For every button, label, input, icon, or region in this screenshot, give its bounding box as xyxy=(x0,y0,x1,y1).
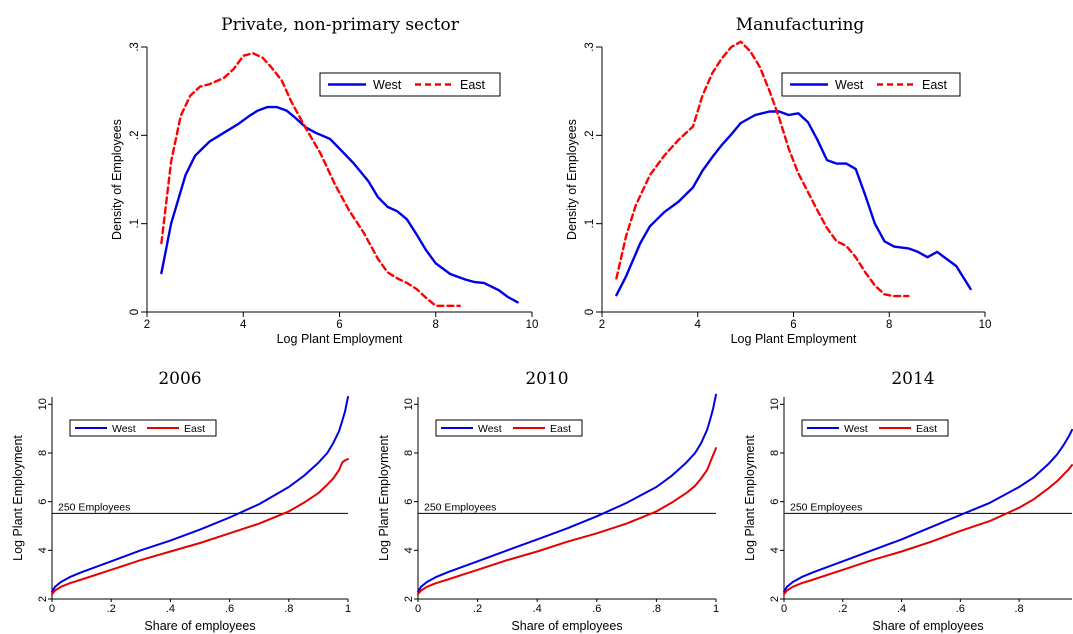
x-axis-label: Share of employees xyxy=(144,619,255,633)
legend-label-east: East xyxy=(916,423,937,435)
series-line-east xyxy=(417,447,717,596)
x-tick-label: 1 xyxy=(713,603,719,615)
x-tick-label: .4 xyxy=(533,603,542,615)
x-tick-label: 10 xyxy=(979,319,992,331)
legend-label-west: West xyxy=(373,78,402,92)
y-axis-label: Log Plant Employment xyxy=(377,435,391,561)
x-tick-label: 4 xyxy=(695,319,702,331)
series-line-west xyxy=(783,428,1073,593)
legend-box xyxy=(781,72,961,97)
x-axis-label: Log Plant Employment xyxy=(731,332,857,346)
x-tick-label: 0 xyxy=(781,603,787,615)
x-tick-label: .8 xyxy=(652,603,661,615)
y-axis-label: Log Plant Employment xyxy=(743,435,757,561)
y-tick-label: 2 xyxy=(37,596,49,602)
x-tick-label: 8 xyxy=(886,319,892,331)
series-line-east xyxy=(615,40,910,298)
chart-title: Manufacturing xyxy=(736,15,865,35)
legend-label-west: West xyxy=(835,78,864,92)
y-axis-label: Density of Employees xyxy=(110,119,124,240)
legend-box xyxy=(801,419,949,437)
y-tick-label: 10 xyxy=(769,398,781,410)
y-tick-label: .2 xyxy=(129,131,141,141)
x-axis-label: Share of employees xyxy=(511,619,622,633)
reference-line-label: 250 Employees xyxy=(58,501,130,513)
panel-quantile-2006: 2006 0 .2 .4 .6 .8 1 2 4 6 8 10 Share of employees Lo… xyxy=(11,369,351,633)
legend-box xyxy=(435,419,583,437)
legend-label-east: East xyxy=(184,423,205,435)
reference-line-label: 250 Employees xyxy=(790,501,862,513)
y-tick-label: 2 xyxy=(403,596,415,602)
y-tick-label: 0 xyxy=(129,309,141,315)
y-tick-label: .1 xyxy=(584,219,596,229)
series-line-west xyxy=(417,393,717,593)
y-tick-label: 6 xyxy=(37,499,49,505)
chart-title: Private, non-primary sector xyxy=(221,15,460,35)
x-tick-label: 8 xyxy=(433,319,439,331)
series-line-east xyxy=(783,464,1073,596)
y-tick-label: 4 xyxy=(403,547,415,553)
x-tick-label: .2 xyxy=(473,603,482,615)
series-line-west xyxy=(615,110,972,297)
y-tick-label: 8 xyxy=(769,450,781,456)
y-axis-label: Density of Employees xyxy=(565,119,579,240)
reference-line-label: 250 Employees xyxy=(424,501,496,513)
legend-label-west: West xyxy=(478,423,502,435)
x-tick-label: 4 xyxy=(240,319,247,331)
legend-box xyxy=(69,419,217,437)
x-tick-label: .4 xyxy=(166,603,175,615)
x-tick-label: 2 xyxy=(144,319,150,331)
panel-quantile-2010: 2010 0 .2 .4 .6 .8 1 2 4 6 8 10 Share of employees Lo… xyxy=(377,369,719,633)
y-tick-label: .3 xyxy=(584,42,596,52)
chart-title: 2010 xyxy=(525,369,568,389)
x-tick-label: .4 xyxy=(897,603,906,615)
x-tick-label: .2 xyxy=(838,603,847,615)
y-tick-label: 0 xyxy=(584,309,596,315)
panel-density-manufacturing: Manufacturing 2 4 6 8 10 0 .1 .2 .3 Log Plant Empl… xyxy=(565,15,991,346)
chart-title: 2006 xyxy=(158,369,201,389)
y-tick-label: 6 xyxy=(769,499,781,505)
y-tick-label: 8 xyxy=(403,450,415,456)
x-tick-label: .6 xyxy=(956,603,965,615)
series-line-east xyxy=(51,458,349,596)
x-tick-label: .8 xyxy=(1015,603,1024,615)
legend-label-east: East xyxy=(550,423,571,435)
series-line-west xyxy=(51,396,349,593)
x-tick-label: .2 xyxy=(107,603,116,615)
x-tick-label: 0 xyxy=(49,603,55,615)
x-axis-label: Share of employees xyxy=(872,619,983,633)
y-axis-label: Log Plant Employment xyxy=(11,435,25,561)
y-tick-label: 10 xyxy=(403,398,415,410)
x-tick-label: 10 xyxy=(526,319,539,331)
y-tick-label: 4 xyxy=(37,547,49,553)
x-tick-label: .6 xyxy=(225,603,234,615)
panel-density-private: Private, non-primary sector 2 4 6 8 10 0 .1 .2 .3… xyxy=(110,15,538,346)
y-tick-label: 2 xyxy=(769,596,781,602)
x-tick-label: 0 xyxy=(415,603,421,615)
legend-label-east: East xyxy=(922,78,948,92)
chart-title: 2014 xyxy=(891,369,934,389)
x-tick-label: .6 xyxy=(592,603,601,615)
legend-box xyxy=(319,72,501,97)
legend-label-east: East xyxy=(460,78,486,92)
y-tick-label: .3 xyxy=(129,42,141,52)
y-tick-label: 8 xyxy=(37,450,49,456)
y-tick-label: .2 xyxy=(584,131,596,141)
y-tick-label: .1 xyxy=(129,219,141,229)
x-tick-label: 2 xyxy=(599,319,605,331)
series-line-west xyxy=(160,105,519,304)
x-tick-label: .8 xyxy=(284,603,293,615)
y-tick-label: 4 xyxy=(769,547,781,553)
series-line-east xyxy=(160,52,461,307)
x-tick-label: 1 xyxy=(345,603,351,615)
y-tick-label: 10 xyxy=(37,398,49,410)
y-tick-label: 6 xyxy=(403,499,415,505)
x-axis-label: Log Plant Employment xyxy=(277,332,403,346)
legend-label-west: West xyxy=(112,423,136,435)
x-tick-label: 6 xyxy=(790,319,796,331)
legend-label-west: West xyxy=(844,423,868,435)
panel-quantile-2014: 2014 0 .2 .4 .6 .8 2 4 6 8 10 Share of employees Log… xyxy=(743,369,1073,633)
x-tick-label: 6 xyxy=(336,319,342,331)
